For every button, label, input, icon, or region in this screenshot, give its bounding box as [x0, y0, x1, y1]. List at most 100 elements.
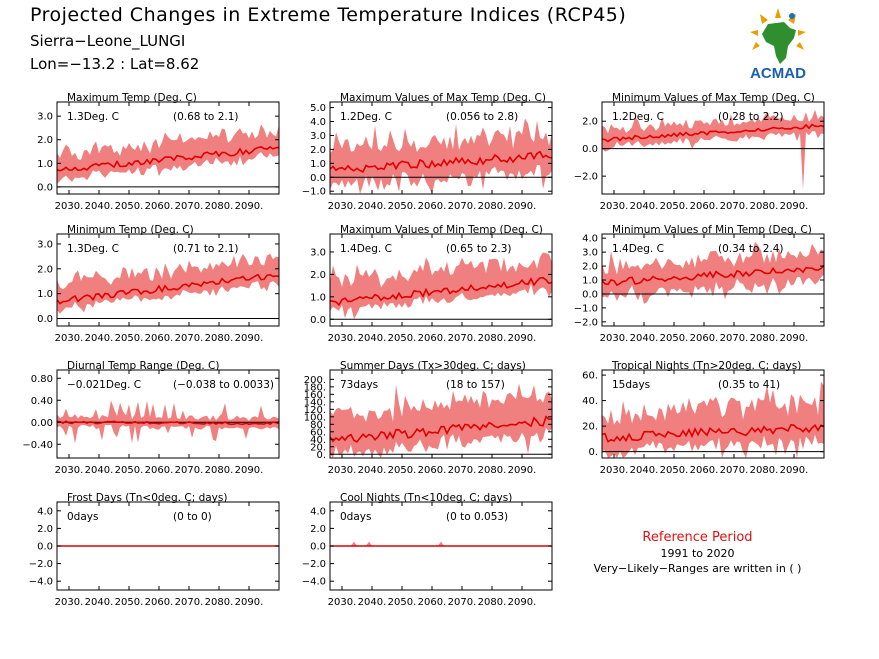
- x-tick-label: 2070.: [175, 333, 204, 344]
- chart-panel-c5: 0.0 1.0 2.0 3.0 2030. 2040. 2050. 2060. 2070. 208…: [310, 224, 553, 344]
- y-tick-label: 40.: [310, 435, 326, 446]
- x-tick-label: 2060.: [418, 597, 447, 608]
- y-tick-label: 40.: [582, 396, 598, 407]
- x-tick-label: 2090.: [235, 597, 264, 608]
- ensemble-mean-line: [601, 264, 825, 287]
- x-tick-label: 2060.: [418, 465, 447, 476]
- very-likely-range-band: [330, 383, 552, 458]
- x-tick-label: 2080.: [478, 333, 507, 344]
- ensemble-mean-line: [56, 146, 280, 172]
- panel-title: Frost Days (Tn<0deg. C; days): [67, 492, 227, 504]
- x-tick-label: 2060.: [690, 465, 719, 476]
- x-tick-label: 2050.: [660, 201, 689, 212]
- x-tick-label: 2070.: [448, 465, 477, 476]
- y-tick-label: 60.: [310, 427, 326, 438]
- y-tick-label: 20.: [582, 422, 598, 433]
- x-tick-label: 2070.: [720, 333, 749, 344]
- y-tick-label: 0.0: [37, 182, 53, 193]
- y-tick-label: 180.: [304, 382, 326, 393]
- x-tick-label: 2030.: [328, 597, 357, 608]
- x-tick-label: 2060.: [690, 201, 719, 212]
- y-tick-label: 2.0: [582, 262, 598, 273]
- x-tick-label: 2050.: [115, 597, 144, 608]
- change-summary: −0.021Deg. C: [67, 379, 141, 391]
- x-tick-label: 2030.: [600, 333, 629, 344]
- x-tick-label: 2090.: [780, 465, 809, 476]
- chart-panel-c8: 0.20.40.60.80.100.120.140.160.180.200. 20…: [304, 360, 553, 476]
- x-tick-label: 2050.: [388, 597, 417, 608]
- chart-panel-c11: −4.0 −2.0 0.0 2.0 4.0 2030. 2040. 2050. 2060. 207…: [302, 492, 553, 608]
- y-tick-label: 0.0: [582, 144, 598, 155]
- x-tick-label: 2070.: [175, 597, 204, 608]
- x-tick-label: 2060.: [690, 333, 719, 344]
- panel-title: Minimum Values of Min Temp (Deg. C): [612, 224, 812, 236]
- x-tick-label: 2050.: [115, 333, 144, 344]
- plot-frame: [56, 233, 280, 327]
- y-tick-label: 2.0: [310, 270, 326, 281]
- y-tick-label: 0.0: [310, 542, 326, 553]
- y-tick-label: 120.: [304, 405, 326, 416]
- very-likely-range: (0.65 to 2.3): [446, 243, 512, 255]
- station-name: Sierra−Leone_LUNGI: [30, 32, 186, 50]
- y-tick-label: 0.0: [582, 289, 598, 300]
- x-tick-label: 2030.: [328, 201, 357, 212]
- y-tick-label: 0.: [588, 447, 598, 458]
- x-tick-label: 2040.: [630, 333, 659, 344]
- ensemble-mean-line: [56, 273, 280, 305]
- very-likely-range: (0.68 to 2.1): [173, 111, 239, 123]
- plot-frame: [56, 101, 280, 195]
- y-tick-label: 0.40: [31, 396, 53, 407]
- x-tick-label: 2070.: [175, 201, 204, 212]
- plot-frame: [601, 101, 825, 195]
- ensemble-mean-line: [329, 415, 553, 443]
- x-tick-label: 2040.: [630, 201, 659, 212]
- panel-title: Minimum Temp (Deg. C): [67, 224, 194, 236]
- x-tick-label: 2030.: [328, 465, 357, 476]
- x-tick-label: 2030.: [600, 465, 629, 476]
- y-tick-label: 100.: [304, 412, 326, 423]
- x-tick-label: 2080.: [478, 465, 507, 476]
- y-tick-label: 160.: [304, 390, 326, 401]
- x-tick-label: 2040.: [358, 201, 387, 212]
- x-tick-label: 2040.: [85, 597, 114, 608]
- panel-title: Minimum Values of Max Temp (Deg. C): [612, 92, 815, 104]
- x-tick-label: 2080.: [750, 333, 779, 344]
- panel-title: Maximum Values of Min Temp (Deg. C): [340, 224, 543, 236]
- ensemble-mean-line: [329, 150, 553, 173]
- change-summary: 0days: [340, 511, 371, 523]
- x-tick-label: 2040.: [358, 333, 387, 344]
- very-likely-range: (0.28 to 2.2): [718, 111, 784, 123]
- x-tick-label: 2050.: [388, 333, 417, 344]
- change-summary: 1.4Deg. C: [340, 243, 392, 255]
- change-summary: 1.2Deg. C: [340, 111, 392, 123]
- y-tick-label: −4.0: [302, 577, 326, 588]
- africa-map-logo-icon: ACMAD: [750, 8, 806, 82]
- x-tick-label: 2080.: [205, 333, 234, 344]
- very-likely-range: (0 to 0.053): [446, 511, 508, 523]
- very-likely-range-band: [330, 252, 552, 319]
- y-tick-label: 2.0: [310, 145, 326, 156]
- very-likely-range: (0 to 0): [173, 511, 212, 523]
- y-tick-label: 3.0: [310, 247, 326, 258]
- x-tick-label: 2040.: [85, 201, 114, 212]
- chart-panel-c4: 0.0 1.0 2.0 3.0 2030. 2040. 2050. 2060. 2070. 208…: [37, 224, 280, 344]
- chart-panel-c9: 0. 20. 40. 60. 2030. 2040. 2050. 2060. 2070. 2080…: [582, 360, 825, 476]
- y-tick-label: 4.0: [310, 506, 326, 517]
- y-tick-label: 0.0: [37, 314, 53, 325]
- y-tick-label: 3.0: [582, 248, 598, 259]
- x-tick-label: 2070.: [448, 201, 477, 212]
- y-tick-label: 4.0: [582, 234, 598, 245]
- panel-title: Maximum Temp (Deg. C): [67, 92, 197, 104]
- y-tick-label: −2.0: [29, 559, 53, 570]
- x-tick-label: 2080.: [750, 465, 779, 476]
- x-tick-label: 2050.: [388, 465, 417, 476]
- reference-period-title: Reference Period: [642, 530, 753, 545]
- very-likely-range-band: [602, 381, 824, 458]
- y-tick-label: 2.0: [37, 135, 53, 146]
- panel-title: Diurnal Temp Range (Deg. C): [67, 360, 219, 372]
- x-tick-label: 2030.: [328, 333, 357, 344]
- y-tick-label: 1.0: [37, 289, 53, 300]
- logo-text: ACMAD: [750, 65, 806, 82]
